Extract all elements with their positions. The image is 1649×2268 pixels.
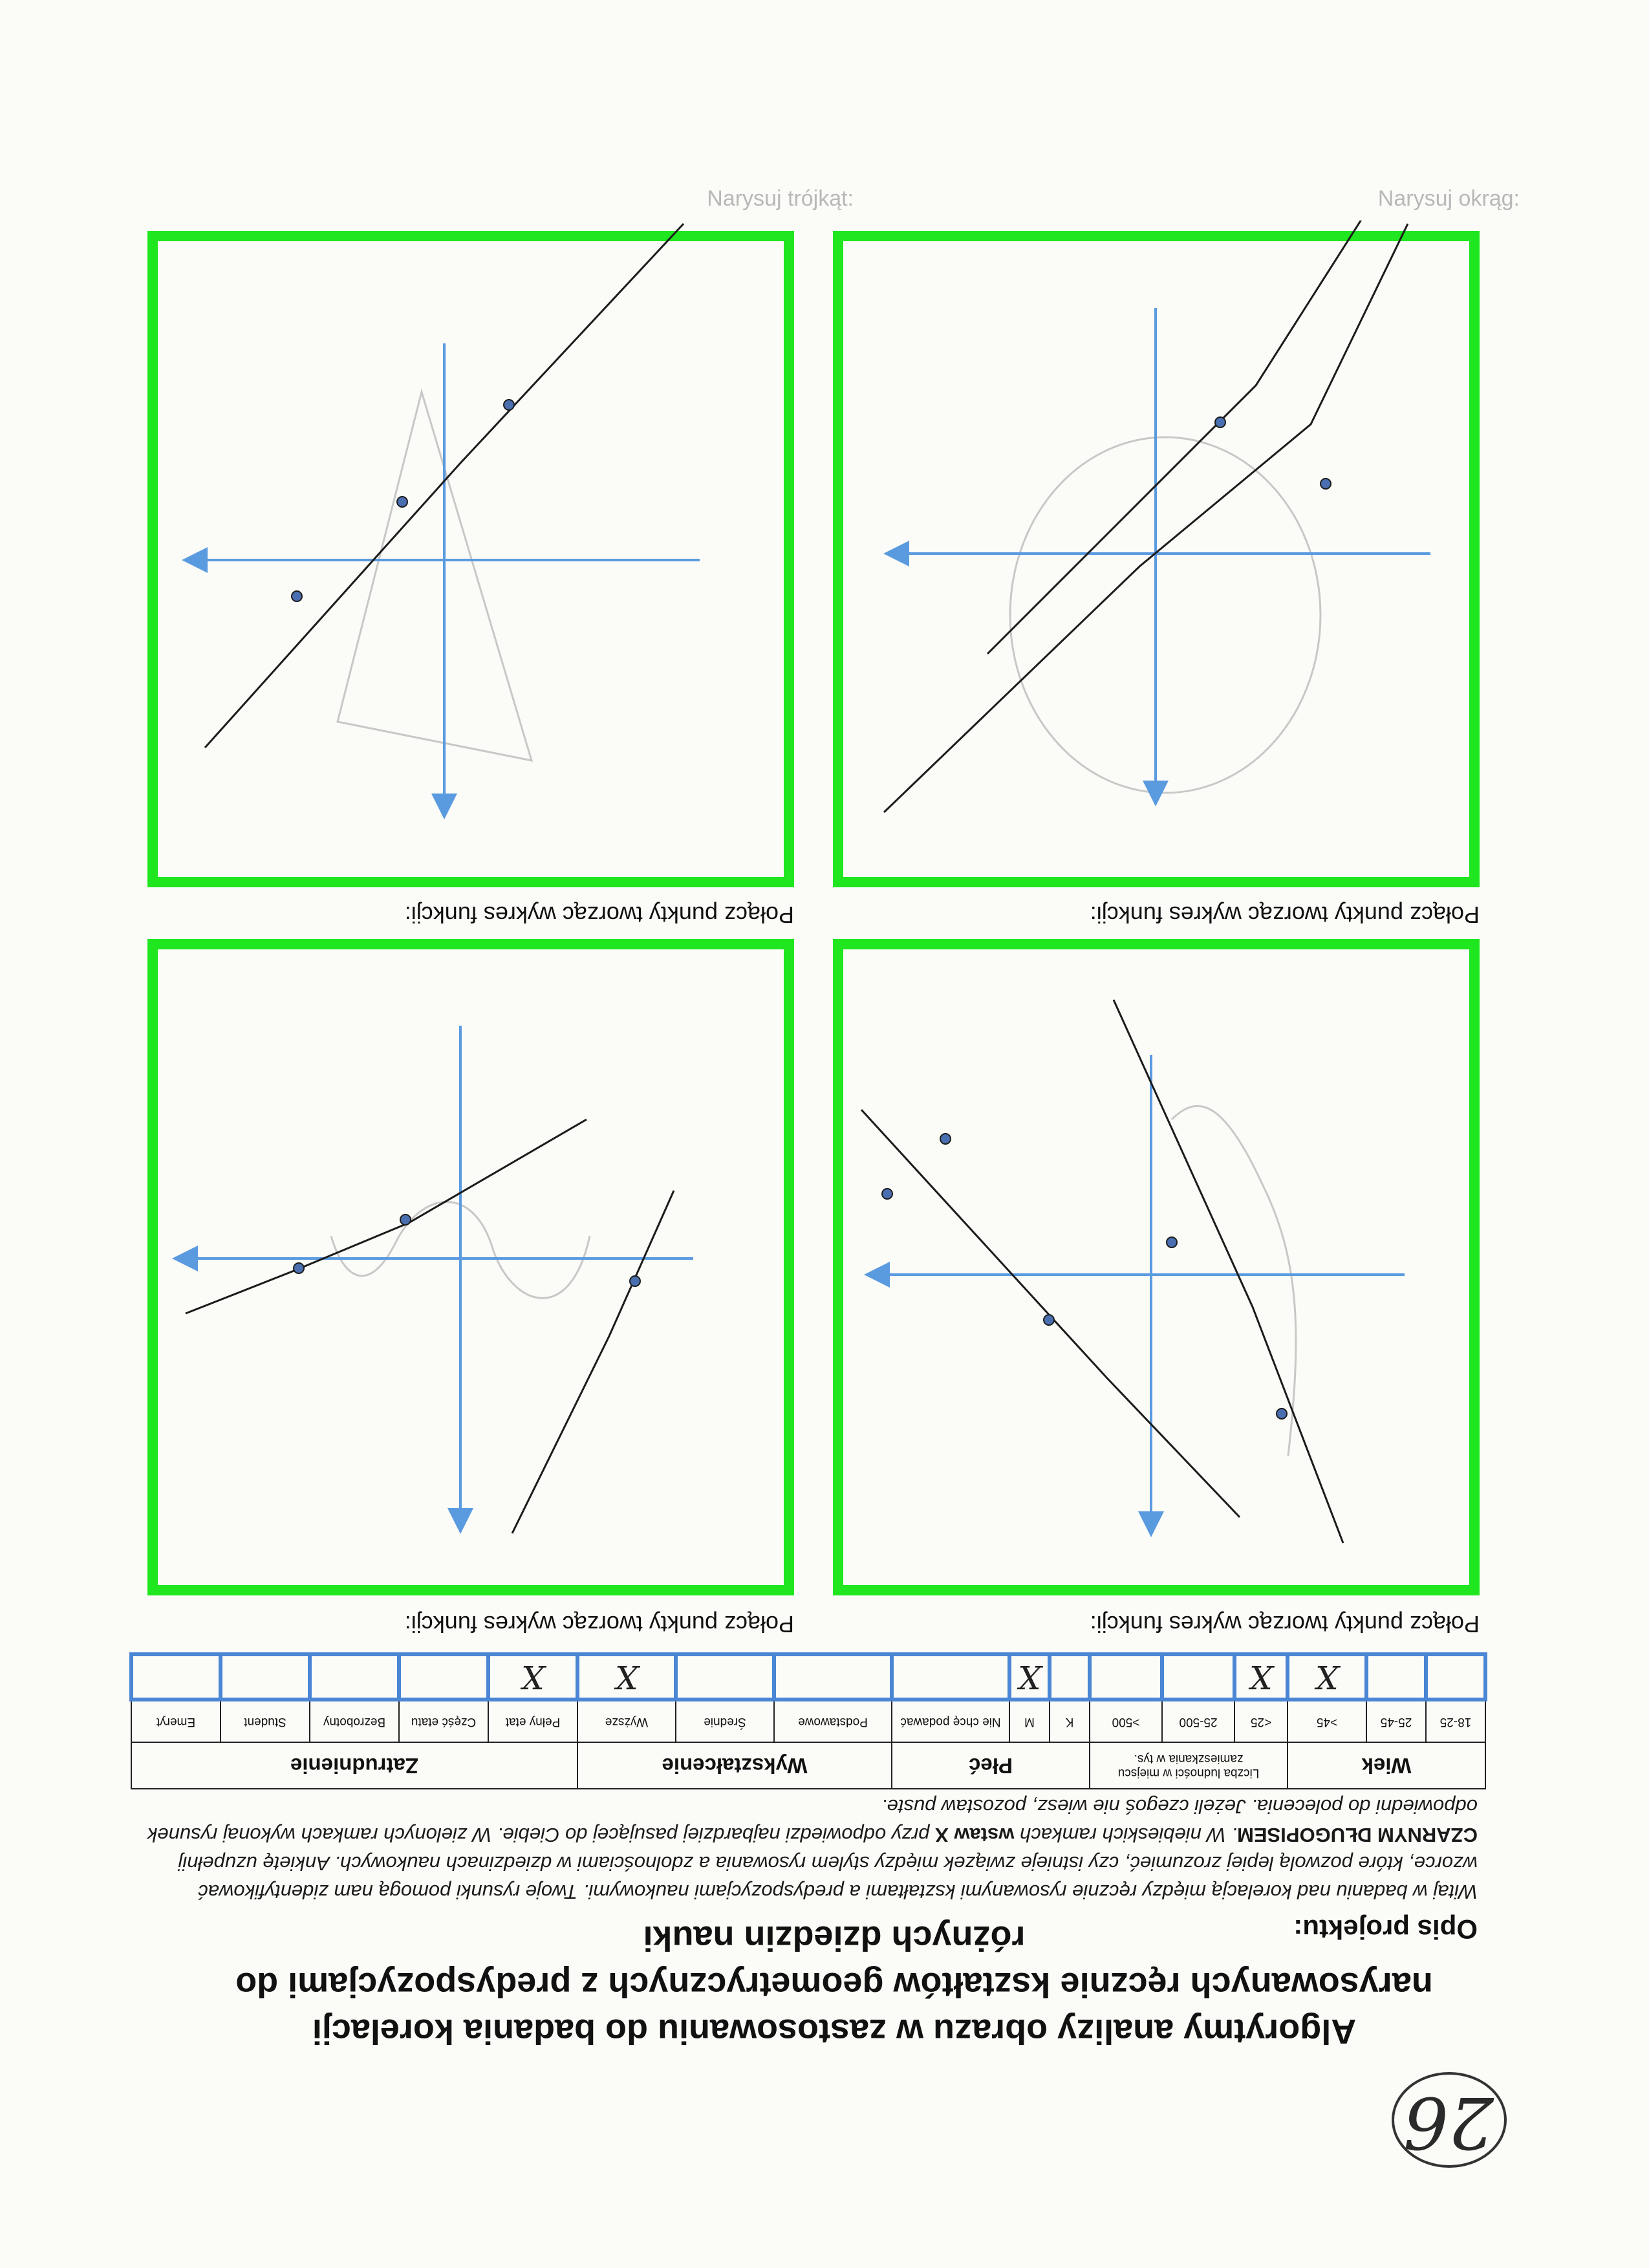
data-point — [1043, 1314, 1055, 1326]
hand-drawn-line-b — [986, 221, 1370, 655]
option-edu-primary: Podstawowe — [774, 1700, 892, 1742]
data-point — [629, 1275, 641, 1287]
option-edu-secondary: Średnie — [676, 1700, 774, 1742]
option-pop-over-500: >500 — [1090, 1700, 1162, 1742]
pencil-sketch-shape — [1170, 1105, 1297, 1456]
option-sex-undisclosed: Nie chcę podawać — [892, 1700, 1009, 1742]
group-education: Wykształcenie — [577, 1742, 892, 1789]
answer-box-pop-over-500[interactable] — [1090, 1654, 1162, 1700]
answer-box-edu-primary[interactable] — [774, 1654, 892, 1700]
data-point — [396, 496, 408, 508]
option-age-25-45: 25-45 — [1366, 1700, 1426, 1742]
option-age-18-25: 18-25 — [1426, 1700, 1485, 1742]
answer-box-pop-25-500[interactable] — [1162, 1654, 1234, 1700]
task-caption-3: Połącz punkty tworząc wykres funkcji: — [1090, 902, 1480, 928]
description-heading: Opis projektu: — [1293, 1914, 1478, 1945]
answer-box-emp-retired[interactable] — [131, 1654, 221, 1700]
page-title: Algorytmy analizy obrazu w zastosowaniu … — [235, 1919, 1433, 2051]
task-caption-4: Połącz punkty tworząc wykres funkcji: — [404, 902, 794, 928]
answer-box-edu-higher[interactable]: X — [577, 1654, 676, 1700]
answer-box-edu-secondary[interactable] — [676, 1654, 774, 1700]
option-emp-student: Student — [221, 1700, 310, 1742]
pencil-sketch-triangle — [336, 388, 534, 762]
data-point — [881, 1188, 893, 1200]
answer-box-emp-part-time[interactable] — [399, 1654, 488, 1700]
option-sex-m: M — [1009, 1700, 1050, 1742]
description-part-1: Witaj w badaniu nad korelacją między ręc… — [178, 1852, 1478, 1903]
option-emp-part-time: Część etatu — [399, 1700, 488, 1742]
data-point — [940, 1133, 951, 1145]
data-point — [293, 1262, 305, 1274]
task-caption-2: Połącz punkty tworząc wykres funkcji: — [404, 1611, 794, 1637]
answer-box-pop-under-25[interactable]: X — [1234, 1654, 1288, 1700]
hand-drawn-line — [204, 222, 685, 749]
description-part-2: . W niebieskich ramkach — [1020, 1824, 1237, 1846]
option-pop-25-500: 25-500 — [1162, 1700, 1234, 1742]
answer-box-sex-k[interactable] — [1050, 1654, 1090, 1700]
data-point — [1166, 1237, 1178, 1248]
description-emphasis-x: wstaw X — [935, 1824, 1015, 1846]
hand-drawn-line-a — [883, 223, 1409, 814]
answer-box-emp-student[interactable] — [221, 1654, 310, 1700]
option-age-45-plus: >45 — [1288, 1700, 1366, 1742]
data-point — [400, 1214, 411, 1226]
data-point — [1320, 478, 1331, 490]
data-point — [1214, 416, 1226, 428]
group-population: Liczba ludności w miejscu zamieszkania w… — [1090, 1742, 1288, 1789]
bleed-through-text-triangle: Narysuj trójkąt: — [707, 186, 854, 211]
demographics-table: Wiek Liczba ludności w miejscu zamieszka… — [129, 1652, 1487, 1789]
drawing-2 — [172, 1026, 693, 1534]
answer-box-emp-unemployed[interactable] — [310, 1654, 399, 1700]
page-number: 26 — [1364, 2072, 1533, 2171]
drawing-frame-1[interactable] — [833, 939, 1480, 1595]
hand-drawn-line-b — [860, 1108, 1241, 1518]
option-emp-full-time: Pełny etat — [488, 1700, 577, 1742]
drawing-1 — [860, 999, 1405, 1544]
description-emphasis-pen: CZARNYM DŁUGOPISEM — [1237, 1824, 1478, 1846]
group-sex: Płeć — [892, 1742, 1090, 1789]
description-text: Witaj w badaniu nad korelacją między ręc… — [133, 1792, 1478, 1906]
answer-box-age-45-plus[interactable]: X — [1288, 1654, 1366, 1700]
data-point — [1276, 1408, 1288, 1420]
drawing-frame-2[interactable] — [147, 939, 794, 1595]
drawing-3 — [883, 221, 1430, 814]
option-pop-under-25: <25 — [1234, 1700, 1288, 1742]
group-employment: Zatrudnienie — [131, 1742, 577, 1789]
drawing-frame-4[interactable] — [147, 222, 794, 887]
answer-box-age-18-25[interactable] — [1426, 1654, 1485, 1700]
answer-box-age-25-45[interactable] — [1366, 1654, 1426, 1700]
hand-drawn-line-a — [511, 1190, 675, 1534]
drawing-4 — [182, 222, 700, 819]
pencil-sketch-ellipse — [1009, 436, 1322, 794]
option-edu-higher: Wyższe — [577, 1700, 676, 1742]
page-number-circle — [1392, 2072, 1507, 2168]
data-point — [291, 590, 303, 602]
group-age: Wiek — [1288, 1742, 1485, 1789]
task-caption-1: Połącz punkty tworząc wykres funkcji: — [1090, 1611, 1480, 1637]
data-point — [503, 399, 515, 411]
option-emp-retired: Emeryt — [131, 1700, 221, 1742]
answer-box-sex-undisclosed[interactable] — [892, 1654, 1009, 1700]
hand-drawn-line-b — [185, 1118, 587, 1315]
option-emp-unemployed: Bezrobotny — [310, 1700, 399, 1742]
answer-box-emp-full-time[interactable]: X — [488, 1654, 577, 1700]
hand-drawn-line-a — [1112, 999, 1344, 1544]
answer-box-sex-m[interactable]: X — [1009, 1654, 1050, 1700]
bleed-through-text-circle: Narysuj okrąg: — [1377, 186, 1520, 211]
option-sex-k: K — [1050, 1700, 1090, 1742]
drawing-frame-3[interactable] — [833, 221, 1480, 887]
